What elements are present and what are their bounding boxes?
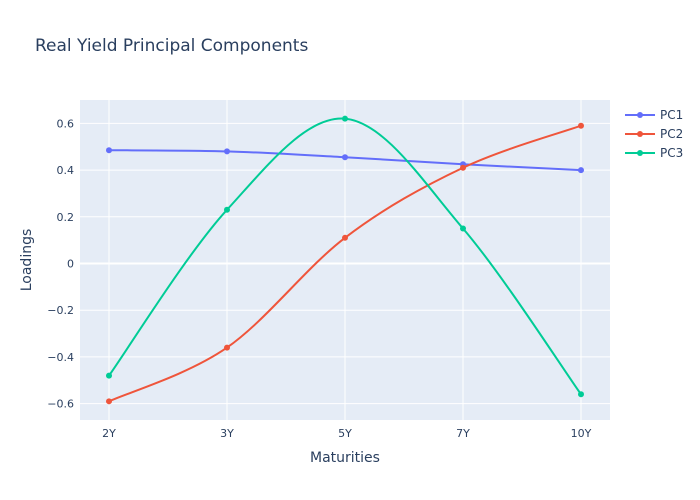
y-tick-label: 0.6 — [57, 117, 75, 130]
legend-marker-pc3 — [637, 150, 643, 156]
data-point-pc3[interactable] — [224, 206, 230, 213]
data-point-pc1[interactable] — [224, 148, 230, 155]
legend-label-pc2: PC2 — [660, 127, 683, 141]
y-tick-label: 0.4 — [57, 164, 75, 177]
x-tick-label: 5Y — [338, 427, 352, 440]
legend-label-pc3: PC3 — [660, 146, 683, 160]
legend-item-pc1[interactable]: PC1 — [625, 108, 683, 122]
legend-item-pc3[interactable]: PC3 — [625, 146, 683, 160]
legend-label-pc1: PC1 — [660, 108, 683, 122]
x-tick-label: 10Y — [571, 427, 592, 440]
data-point-pc3[interactable] — [460, 225, 466, 232]
data-point-pc2[interactable] — [460, 164, 466, 171]
data-point-pc1[interactable] — [106, 147, 112, 154]
x-tick-label: 7Y — [456, 427, 470, 440]
data-point-pc1[interactable] — [578, 167, 584, 174]
data-point-pc2[interactable] — [342, 234, 348, 241]
data-point-pc2[interactable] — [106, 398, 112, 405]
y-axis-title: Loadings — [19, 229, 35, 292]
data-point-pc3[interactable] — [578, 391, 584, 398]
y-tick-label: −0.6 — [47, 398, 74, 411]
legend-marker-pc2 — [637, 131, 643, 137]
x-tick-label: 2Y — [102, 427, 116, 440]
y-tick-label: −0.4 — [47, 351, 74, 364]
y-tick-label: 0 — [67, 258, 74, 271]
y-axis-ticks: −0.6 −0.4 −0.2 0 0.2 0.4 0.6 — [47, 117, 74, 410]
data-point-pc2[interactable] — [224, 344, 230, 351]
chart-title: Real Yield Principal Components — [35, 36, 308, 56]
series-layer — [106, 115, 584, 405]
legend-marker-pc1 — [637, 112, 643, 118]
x-tick-label: 3Y — [220, 427, 234, 440]
data-point-pc3[interactable] — [106, 372, 112, 379]
y-tick-label: 0.2 — [57, 211, 75, 224]
data-point-pc1[interactable] — [342, 154, 348, 161]
legend-item-pc2[interactable]: PC2 — [625, 127, 683, 141]
x-axis-ticks: 2Y 3Y 5Y 7Y 10Y — [102, 427, 591, 440]
data-point-pc3[interactable] — [342, 115, 348, 122]
legend[interactable]: PC1 PC2 PC3 — [625, 108, 683, 160]
x-axis-title: Maturities — [310, 450, 380, 466]
data-point-pc2[interactable] — [578, 122, 584, 129]
y-tick-label: −0.2 — [47, 304, 74, 317]
